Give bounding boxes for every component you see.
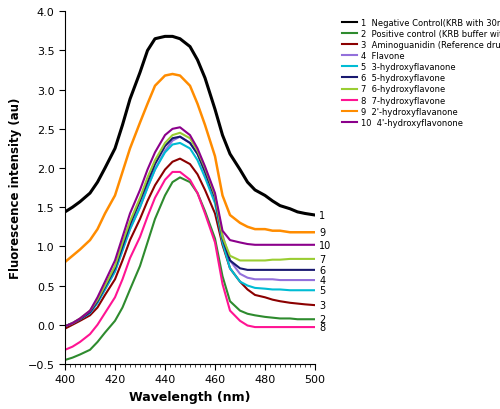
Text: 7: 7 [319, 254, 326, 264]
Text: 1: 1 [319, 211, 326, 220]
Text: 2: 2 [319, 315, 326, 324]
Text: 9: 9 [319, 228, 326, 238]
Text: 4: 4 [319, 275, 326, 285]
Text: 6: 6 [319, 265, 326, 275]
Text: 10: 10 [319, 240, 332, 250]
Text: 8: 8 [319, 322, 326, 332]
Y-axis label: Fluorescence intensity (au): Fluorescence intensity (au) [9, 98, 22, 279]
Text: 3: 3 [319, 300, 326, 310]
X-axis label: Wavelength (nm): Wavelength (nm) [129, 390, 251, 403]
Text: 5: 5 [319, 285, 326, 296]
Legend: 1  Negative Control(KRB with 30mM Glucose), 2  Positive control (KRB buffer with: 1 Negative Control(KRB with 30mM Glucose… [339, 16, 500, 130]
